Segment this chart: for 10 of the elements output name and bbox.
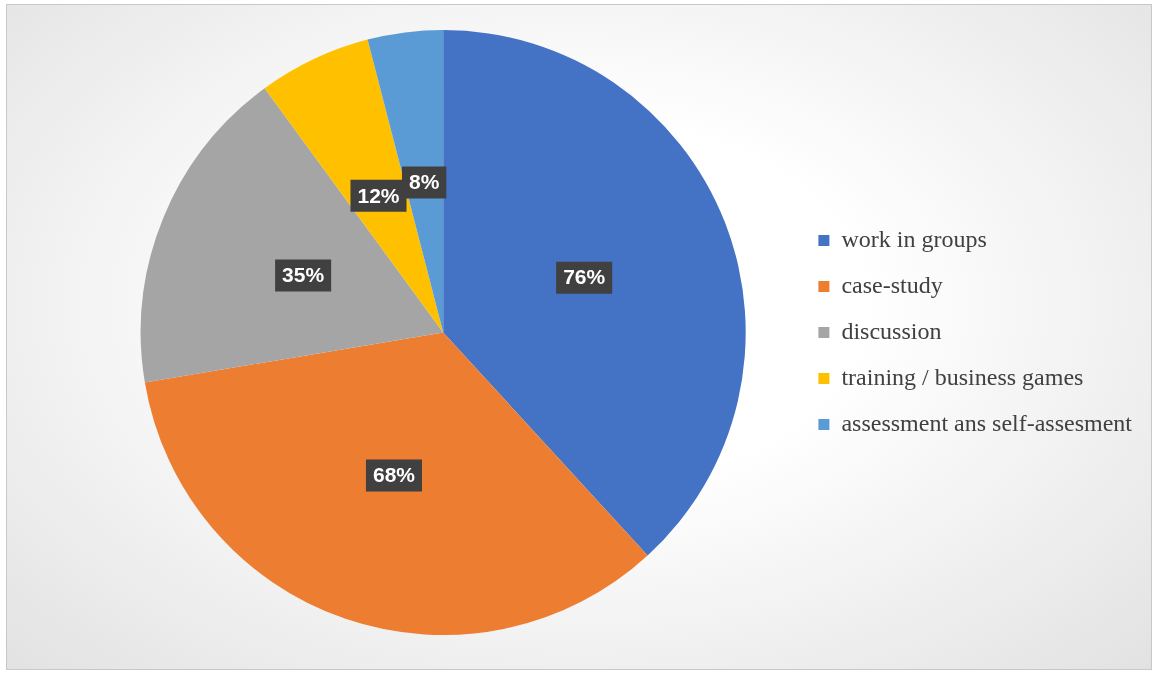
legend-label: work in groups bbox=[841, 225, 987, 252]
legend-label: discussion bbox=[841, 317, 942, 344]
legend-label: case-study bbox=[841, 271, 943, 298]
data-label: 68% bbox=[372, 463, 416, 487]
legend-label: assessment ans self-assesment bbox=[841, 409, 1133, 436]
data-label: 12% bbox=[357, 183, 400, 207]
data-label: 8% bbox=[408, 170, 440, 194]
data-label: 76% bbox=[563, 265, 606, 289]
data-label: 35% bbox=[282, 263, 325, 287]
legend-label: training / business games bbox=[841, 363, 1084, 390]
